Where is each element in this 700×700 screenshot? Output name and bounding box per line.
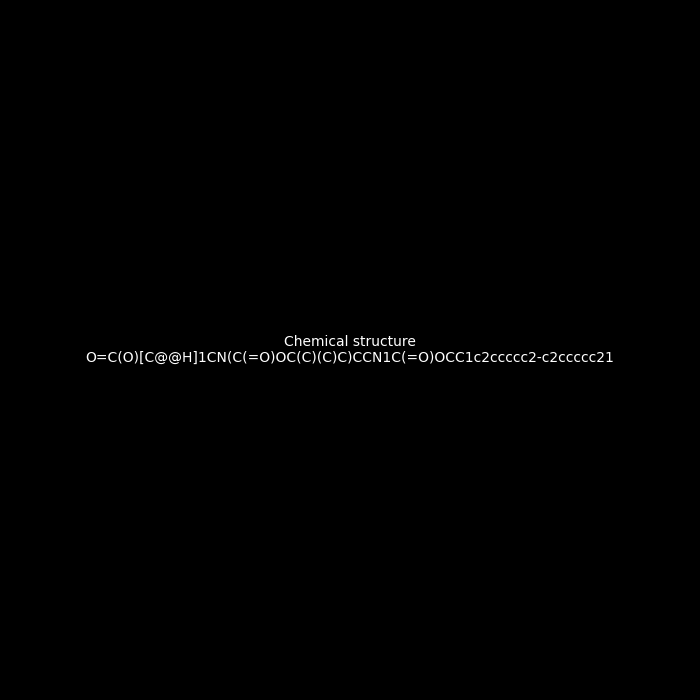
Text: Chemical structure
O=C(O)[C@@H]1CN(C(=O)OC(C)(C)C)CCN1C(=O)OCC1c2ccccc2-c2ccccc2: Chemical structure O=C(O)[C@@H]1CN(C(=O)…	[85, 335, 615, 365]
